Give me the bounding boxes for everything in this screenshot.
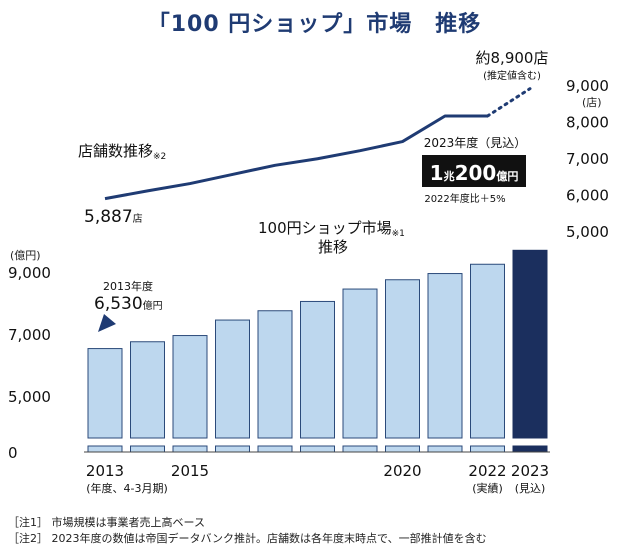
stores-start-value: 5,887: [84, 207, 133, 227]
bar-base-2023: [512, 445, 548, 453]
bar-2014: [130, 341, 165, 439]
bar-2022: [470, 263, 505, 439]
line-layer: [104, 87, 532, 201]
line-axis-tick-9000: 9,000: [566, 77, 609, 95]
bar-base-2021: [427, 445, 463, 453]
bar-base-2018: [300, 445, 335, 453]
bar-base-2015: [172, 445, 208, 453]
forecast-small1: 兆: [444, 169, 455, 183]
bar-2021: [427, 273, 463, 439]
bar-base-2019: [342, 445, 378, 453]
store-count-line: [104, 114, 488, 201]
start-pointer-icon: [98, 314, 116, 332]
chart-title: 「100 円ショップ」市場 推移: [147, 12, 482, 37]
start-value-annotation: 6,530億円: [94, 294, 163, 314]
x-tick-2015: 2015: [171, 462, 209, 480]
forecast-badge-text: 1兆200億円: [430, 161, 519, 185]
note-2: ［注2］ 2023年度の数値は帝国データバンク推計。店舗数は各年度末時点で、一部…: [8, 532, 487, 545]
bar-axis-unit: (億円): [10, 249, 41, 262]
bar-2020: [385, 279, 420, 439]
stores-start-unit: 店: [133, 212, 143, 225]
bar-base-2017: [257, 445, 293, 453]
forecast-badge: [422, 155, 526, 187]
bar-base-2013: [87, 445, 123, 453]
forecast-big2: 200: [455, 161, 497, 185]
store-count-estimate-line: [486, 87, 532, 118]
x-sublabel-10: (見込): [515, 482, 546, 495]
forecast-small2: 億円: [496, 169, 518, 183]
bar-series-name: 100円ショップ市場: [258, 219, 392, 237]
bar-2013: [87, 348, 123, 439]
stores-end-value: 約8,900店: [476, 49, 549, 67]
bar-axis-tick-5000: 5,000: [8, 388, 51, 406]
bar-base-2014: [130, 445, 165, 453]
axis-break-band: [84, 438, 550, 446]
bar-axis-tick-9000: 9,000: [8, 264, 51, 282]
bar-2015: [172, 335, 208, 439]
x-sublabel-0: (年度、4-3月期): [86, 481, 168, 495]
bar-2017: [257, 310, 293, 439]
x-tick-2022: 2022: [468, 462, 506, 480]
stores-end-note: (推定値含む): [483, 69, 541, 82]
line-series-note: ※2: [153, 152, 166, 162]
bar-base-2016: [215, 445, 250, 453]
bar-2016: [215, 319, 250, 439]
bar-base-2020: [385, 445, 420, 453]
bar-axis-tick-7000: 7,000: [8, 326, 51, 344]
x-tick-2013: 2013: [86, 462, 124, 480]
bar-series-note: ※1: [392, 229, 405, 239]
x-tick-2020: 2020: [383, 462, 421, 480]
line-axis-tick-5000: 5,000: [566, 223, 609, 241]
start-unit: 億円: [143, 299, 163, 312]
bar-series-sub: 推移: [318, 238, 348, 256]
x-sublabel-9: (実績): [472, 481, 503, 495]
bar-2018: [300, 300, 335, 439]
forecast-growth: 2022年度比＋5%: [424, 192, 505, 205]
bar-2023: [512, 249, 548, 439]
start-year-annotation: 2013年度: [103, 279, 153, 293]
forecast-big1: 1: [430, 161, 444, 185]
line-axis-tick-6000: 6,000: [566, 187, 609, 205]
note-1: ［注1］ 市場規模は事業者売上高ベース: [8, 516, 205, 529]
bars-layer: [87, 249, 548, 453]
bar-2019: [342, 288, 378, 439]
line-series-label: 店舗数推移※2: [78, 142, 166, 162]
start-value: 6,530: [94, 294, 143, 314]
ticks-layer: 0 5,000 7,000 9,000 5,000 6,000 7,000 8,000 9,00…: [8, 77, 609, 495]
line-axis-unit: (店): [582, 95, 602, 109]
bar-base-2022: [470, 445, 505, 453]
forecast-title: 2023年度（見込）: [424, 135, 527, 150]
bar-axis-tick-0: 0: [8, 444, 18, 462]
line-series-name: 店舗数推移: [78, 142, 153, 160]
x-tick-2023: 2023: [511, 462, 549, 480]
line-axis-tick-8000: 8,000: [566, 114, 609, 132]
bar-series-label: 100円ショップ市場※1: [258, 219, 405, 239]
line-axis-tick-7000: 7,000: [566, 150, 609, 168]
stores-start-annotation: 5,887店: [84, 207, 143, 227]
